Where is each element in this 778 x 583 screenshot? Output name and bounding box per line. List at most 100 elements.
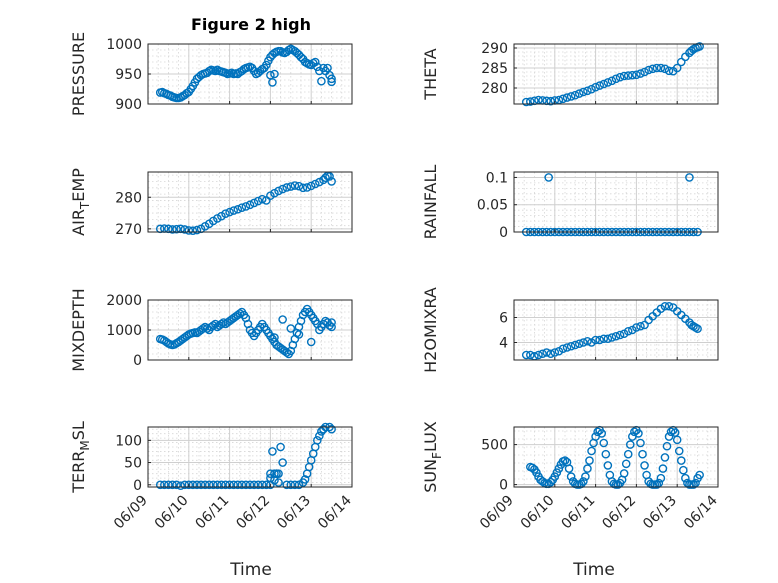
data-point: [249, 198, 259, 208]
data-point: [237, 480, 247, 490]
data-point: [268, 78, 277, 87]
data-point: [172, 480, 181, 490]
data-point: [603, 78, 613, 87]
data-point: [327, 74, 336, 84]
data-point: [225, 207, 234, 217]
data-point: [172, 224, 181, 234]
data-point: [581, 472, 590, 481]
data-point: [595, 335, 604, 345]
data-point: [327, 177, 336, 186]
data-point: [278, 315, 287, 324]
data-point: [566, 472, 576, 481]
data-point: [599, 79, 609, 89]
data-point: [225, 480, 234, 490]
data-point: [196, 480, 206, 490]
data-point: [611, 74, 621, 84]
data-point: [306, 181, 316, 191]
data-point: [666, 427, 676, 437]
data-point: [282, 480, 292, 490]
data-point: [241, 480, 251, 490]
data-point: [587, 84, 596, 94]
data-point: [656, 63, 666, 73]
data-point: [286, 480, 296, 490]
data-point: [217, 480, 226, 490]
data-point: [208, 321, 218, 330]
y-axis-label: RAINFALL: [421, 165, 440, 240]
data-point: [693, 324, 702, 334]
data-point: [164, 480, 173, 490]
data-point: [623, 326, 633, 336]
data-point: [619, 469, 629, 478]
data-point: [579, 338, 588, 347]
data-point: [327, 322, 336, 332]
data-point: [276, 442, 285, 452]
y-axis-label: AIRTEMP: [69, 168, 92, 236]
y-axis-label: SUNFLUX: [421, 421, 444, 493]
data-point: [237, 203, 247, 212]
data-point: [544, 173, 553, 182]
data-point: [672, 63, 682, 73]
data-point: [257, 480, 267, 490]
data-point: [270, 333, 279, 342]
data-point: [310, 179, 320, 189]
data-point: [168, 225, 177, 234]
subplot-5: 0 1000 2000 MIXDEPTH: [69, 288, 353, 372]
data-point: [286, 182, 296, 191]
y-tick-label: 290: [481, 41, 508, 57]
data-point: [268, 447, 277, 456]
data-point: [560, 456, 570, 465]
data-point: [664, 301, 674, 311]
y-axis-label: THETA: [421, 48, 440, 100]
data-point: [282, 348, 292, 357]
data-point: [597, 429, 607, 438]
data-point: [611, 331, 621, 341]
data-point: [660, 453, 670, 462]
data-point: [681, 473, 690, 483]
y-tick-label: 4: [499, 336, 508, 352]
subplot-1: 900 950 1000 PRESSURE: [69, 32, 353, 116]
data-point: [278, 458, 287, 467]
data-point: [615, 330, 625, 340]
data-point: [192, 225, 202, 235]
y-tick-label: 0: [133, 478, 142, 494]
data-point: [327, 424, 336, 434]
data-point: [591, 335, 600, 345]
y-axis-label: TERRMSL: [69, 421, 92, 494]
data-point: [623, 71, 633, 80]
data-point: [313, 436, 322, 445]
y-axis-label: MIXDEPTH: [69, 288, 88, 371]
axes-box: [147, 171, 353, 233]
y-tick-label: 0.05: [477, 198, 508, 214]
data-point: [257, 194, 267, 204]
data-point: [233, 480, 243, 490]
data-point: [221, 209, 230, 218]
data-point: [294, 181, 304, 191]
axes-box: [513, 171, 719, 233]
data-point: [591, 82, 600, 92]
data-point: [587, 446, 596, 456]
data-point: [574, 339, 584, 349]
data-point: [632, 70, 641, 80]
data-point: [270, 188, 279, 198]
data-point: [652, 63, 662, 73]
data-point: [664, 66, 674, 76]
data-point: [521, 350, 531, 360]
data-point: [574, 89, 584, 98]
y-tick-label: 280: [115, 190, 142, 206]
data-point: [583, 336, 592, 346]
data-point: [674, 446, 684, 456]
y-tick-label: 1000: [106, 323, 142, 339]
axes-box: [513, 43, 719, 105]
x-tick-label: 06/09: [477, 493, 517, 533]
data-point: [601, 449, 611, 459]
data-point: [679, 465, 688, 475]
x-tick-label: 06/11: [559, 493, 599, 533]
data-point: [315, 431, 324, 441]
data-point: [570, 340, 580, 350]
data-point: [562, 343, 572, 352]
axes-box: [147, 426, 353, 488]
y-tick-label: 900: [115, 97, 142, 113]
data-point: [294, 330, 304, 339]
data-point: [660, 301, 670, 311]
data-point: [184, 226, 194, 235]
